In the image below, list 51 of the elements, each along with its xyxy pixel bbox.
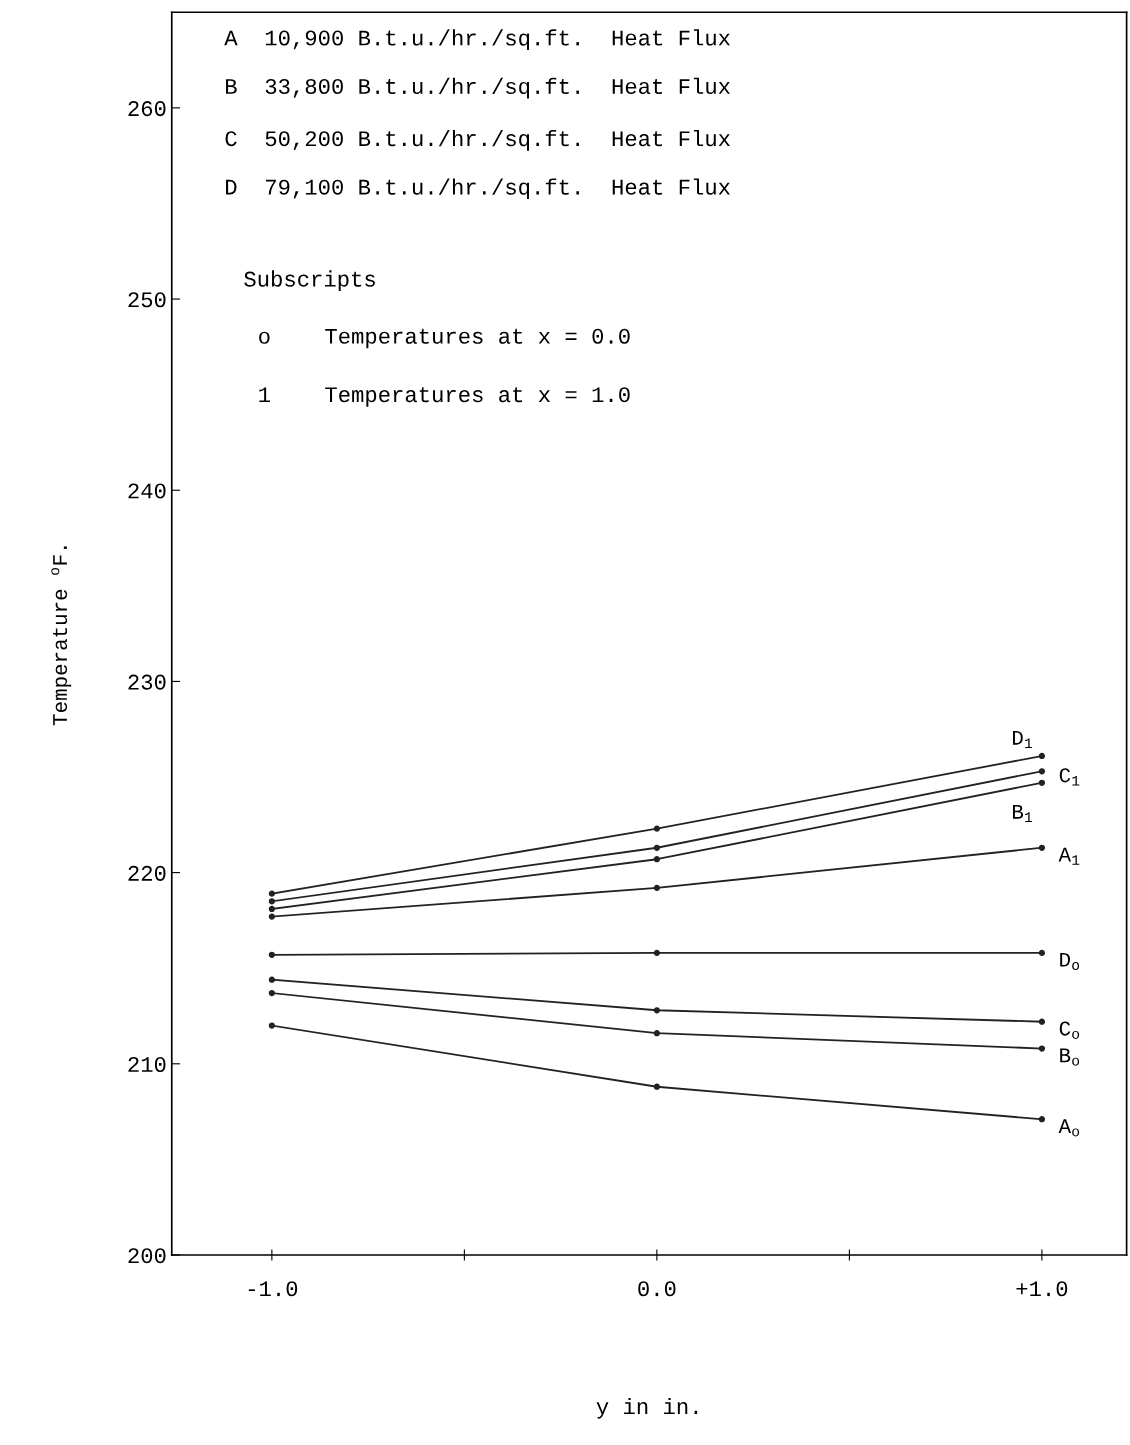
point bbox=[268, 898, 275, 905]
series-label: B$_{o}$ bbox=[1060, 1048, 1080, 1066]
point bbox=[1038, 949, 1046, 957]
annotation: D 79,100 B.t.u./hr./sq.ft. Heat Flux bbox=[226, 178, 730, 200]
x-tick-label: -1.0 bbox=[248, 1281, 298, 1297]
point bbox=[268, 890, 275, 897]
series-label: D$_{1}$ bbox=[1013, 730, 1033, 748]
y-tick-label: 220 bbox=[128, 865, 166, 881]
y-tick-label: 200 bbox=[128, 1248, 166, 1264]
point bbox=[653, 949, 661, 957]
annotation: C 50,200 B.t.u./hr./sq.ft. Heat Flux bbox=[225, 129, 730, 151]
annotation: 1 Temperatures at x = 1.0 bbox=[259, 387, 630, 407]
annotation: o Temperatures at x = 0.0 bbox=[259, 328, 630, 349]
point bbox=[268, 989, 275, 997]
series-label: B$_{1}$ bbox=[1013, 804, 1033, 822]
point bbox=[653, 1030, 661, 1037]
y-axis-title: Temperature $^{o}$F. bbox=[51, 546, 72, 726]
y-tick-label: 240 bbox=[128, 483, 166, 499]
point bbox=[268, 905, 275, 913]
point bbox=[653, 1007, 661, 1014]
point bbox=[653, 1083, 661, 1090]
series-label: D$_{o}$ bbox=[1060, 952, 1080, 971]
point bbox=[1038, 1045, 1046, 1052]
x-tick-label: 0.0 bbox=[638, 1281, 676, 1297]
annotation: Subscripts bbox=[244, 270, 375, 292]
series-label: C$_{o}$ bbox=[1059, 1021, 1080, 1039]
point bbox=[653, 856, 661, 863]
point bbox=[1038, 752, 1046, 760]
point bbox=[1038, 779, 1046, 786]
annotation: A 10,900 B.t.u./hr./sq.ft. Heat Flux bbox=[224, 29, 730, 50]
annotation: B 33,800 B.t.u./hr./sq.ft. Heat Flux bbox=[226, 77, 730, 99]
x-tick-label: +1.0 bbox=[1016, 1281, 1068, 1297]
x-axis-title: y in in. bbox=[596, 1397, 698, 1419]
y-tick-label: 210 bbox=[128, 1056, 166, 1073]
y-tick-label: 230 bbox=[128, 674, 166, 690]
point bbox=[1038, 1018, 1046, 1025]
point bbox=[268, 913, 275, 920]
point bbox=[653, 884, 661, 892]
point bbox=[1038, 844, 1046, 851]
point bbox=[268, 1022, 275, 1029]
point bbox=[268, 976, 275, 983]
series-label: C$_{1}$ bbox=[1059, 768, 1080, 786]
point bbox=[268, 951, 275, 958]
point bbox=[653, 844, 661, 851]
series-label: A$_{1}$ bbox=[1058, 847, 1080, 865]
point bbox=[1038, 1116, 1046, 1123]
point bbox=[653, 825, 661, 832]
point bbox=[1038, 768, 1046, 775]
y-tick-label: 260 bbox=[128, 101, 166, 117]
series-label: A$_{o}$ bbox=[1058, 1119, 1080, 1137]
y-tick-label: 250 bbox=[128, 292, 166, 308]
